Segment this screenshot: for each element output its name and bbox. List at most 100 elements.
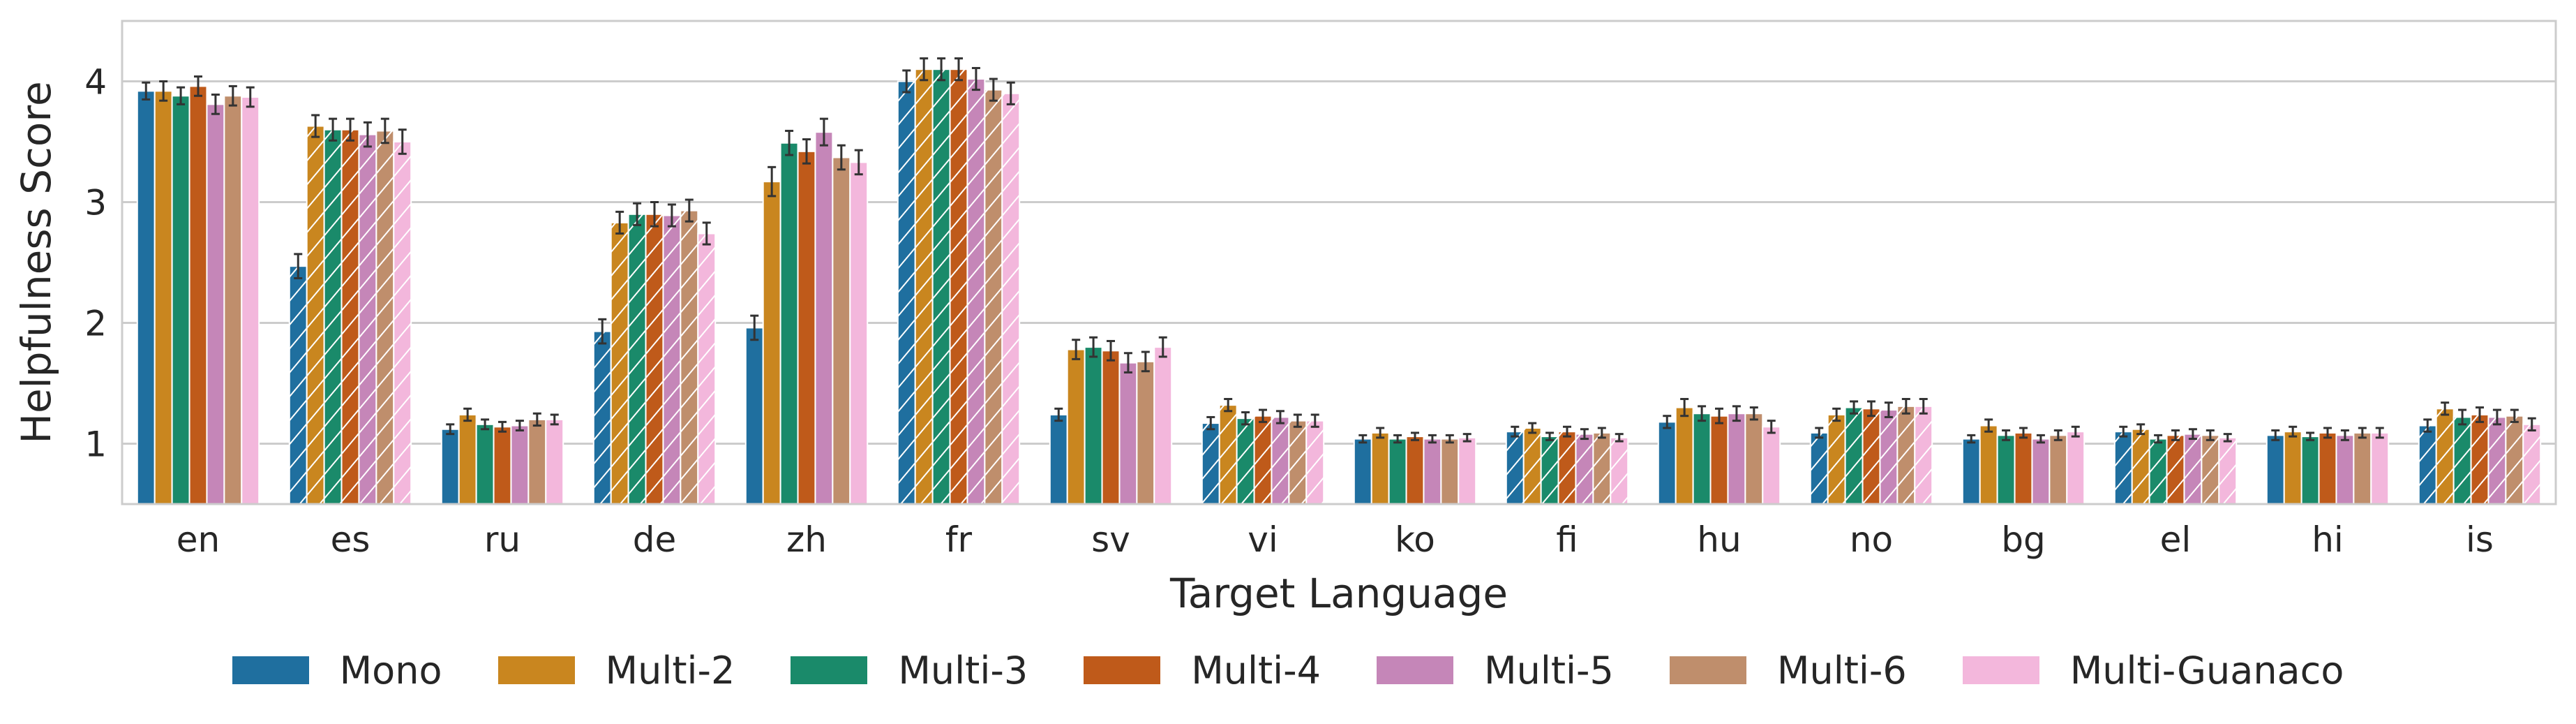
bar-is-multi-2 (2435, 408, 2455, 505)
error-bars (142, 57, 2536, 444)
bar-ru-multi-2 (458, 413, 477, 505)
y-tick-label: 3 (84, 183, 107, 223)
error-bar (228, 84, 237, 107)
bar-hi-multi-6 (2353, 431, 2372, 505)
error-bar (750, 314, 759, 341)
bar-hu-mono (1657, 421, 1677, 505)
bar-en-multi-guanaco (241, 96, 260, 505)
bar-is-multi-3 (2453, 416, 2472, 505)
legend-label: Multi-2 (605, 648, 735, 693)
error-bar (920, 57, 929, 82)
error-bar (1715, 407, 1723, 424)
bar-no-mono (1809, 431, 1829, 505)
bar-fi-multi-6 (1592, 431, 1612, 505)
bar-de-multi-guanaco (697, 232, 717, 505)
error-bar (598, 318, 607, 345)
bar-ru-multi-5 (510, 424, 530, 505)
error-bar (2423, 418, 2432, 433)
bar-fr-mono (897, 80, 916, 505)
error-bar (1867, 400, 1875, 418)
bar-sv-multi-2 (1066, 348, 1086, 505)
bar-zh-multi-2 (762, 181, 781, 505)
error-bar (1832, 407, 1841, 422)
x-tick-label: fr (945, 519, 973, 560)
bar-ru-multi-guanaco (545, 418, 564, 505)
bar-is-multi-5 (2487, 416, 2507, 505)
plot-frame (121, 20, 2557, 505)
bar-bg-multi-4 (2014, 431, 2033, 505)
bar-no-multi-6 (1896, 405, 1916, 505)
error-bar (2071, 425, 2080, 438)
bar-hi-multi-2 (2283, 431, 2302, 505)
bar-no-multi-5 (1879, 409, 1899, 505)
error-bar (1358, 434, 1368, 444)
error-bar (1275, 410, 1285, 424)
legend-label: Multi-6 (1776, 648, 1907, 693)
legend-item: Multi-3 (791, 649, 1028, 693)
bar-ko-multi-5 (1423, 438, 1442, 505)
error-bar (194, 75, 202, 97)
bar-ko-mono (1353, 438, 1372, 505)
bar-de-multi-4 (645, 213, 664, 505)
x-tick-label: is (2466, 519, 2494, 560)
bar-no-multi-4 (1862, 408, 1881, 505)
bar-zh-multi-5 (814, 131, 834, 505)
error-bar (937, 57, 946, 82)
error-bar (1393, 434, 1402, 444)
error-bar (159, 80, 168, 102)
x-axis-label: Target Language (1169, 570, 1508, 617)
error-bar (2002, 429, 2011, 441)
bar-ru-multi-4 (493, 426, 512, 505)
error-bar (2206, 429, 2215, 441)
legend-item: Multi-Guanaco (1962, 649, 2344, 693)
bar-sv-multi-4 (1101, 350, 1121, 505)
plot-background (122, 21, 2556, 504)
legend-swatch (1377, 656, 1454, 684)
error-bar (1293, 413, 1302, 428)
error-bar (1054, 407, 1063, 422)
x-tick-label: de (633, 519, 677, 560)
bar-hu-multi-4 (1709, 415, 1729, 505)
error-bar (1462, 433, 1472, 443)
x-tick-label: no (1850, 519, 1893, 560)
error-bar (1663, 415, 1672, 429)
error-bar (989, 77, 998, 102)
error-bar (1511, 425, 1520, 438)
error-bar (1411, 431, 1419, 441)
y-axis-label: Helpfulness Score (13, 81, 60, 443)
bar-vi-multi-3 (1236, 418, 1255, 505)
x-tick-label: es (331, 519, 370, 560)
error-bar (2019, 427, 2028, 439)
bar-en-multi-3 (171, 95, 190, 505)
bar-el-multi-guanaco (2218, 436, 2238, 505)
bar-bg-mono (1961, 438, 1981, 505)
error-bar (615, 210, 624, 235)
bar-es-multi-5 (358, 133, 377, 505)
error-bar (246, 86, 255, 108)
error-bar (1615, 433, 1624, 443)
x-tick-label: vi (1248, 519, 1278, 560)
error-bar (1428, 434, 1437, 444)
error-bar (2271, 429, 2280, 441)
bar-el-multi-4 (2166, 434, 2185, 505)
bar-hi-multi-3 (2300, 436, 2320, 505)
bar-ru-multi-6 (527, 418, 547, 505)
y-tick-label: 1 (84, 424, 107, 465)
error-bar (1749, 406, 1758, 421)
bar-fr-multi-5 (966, 78, 986, 505)
legend-swatch (1962, 656, 2039, 684)
legend-item: Multi-4 (1084, 649, 1321, 693)
bar-fr-multi-3 (931, 68, 951, 505)
bar-fi-multi-2 (1522, 427, 1542, 505)
x-tick-label: el (2160, 519, 2192, 560)
error-bar (2323, 427, 2332, 439)
error-bar (2036, 434, 2045, 444)
error-bar (1206, 415, 1215, 431)
bar-fr-multi-4 (949, 68, 968, 505)
error-bar (446, 423, 455, 436)
error-bar (1006, 81, 1015, 105)
bar-es-multi-6 (375, 130, 395, 505)
error-bar (1072, 339, 1081, 360)
bar-fi-multi-5 (1575, 433, 1594, 505)
error-bar (2441, 401, 2450, 416)
